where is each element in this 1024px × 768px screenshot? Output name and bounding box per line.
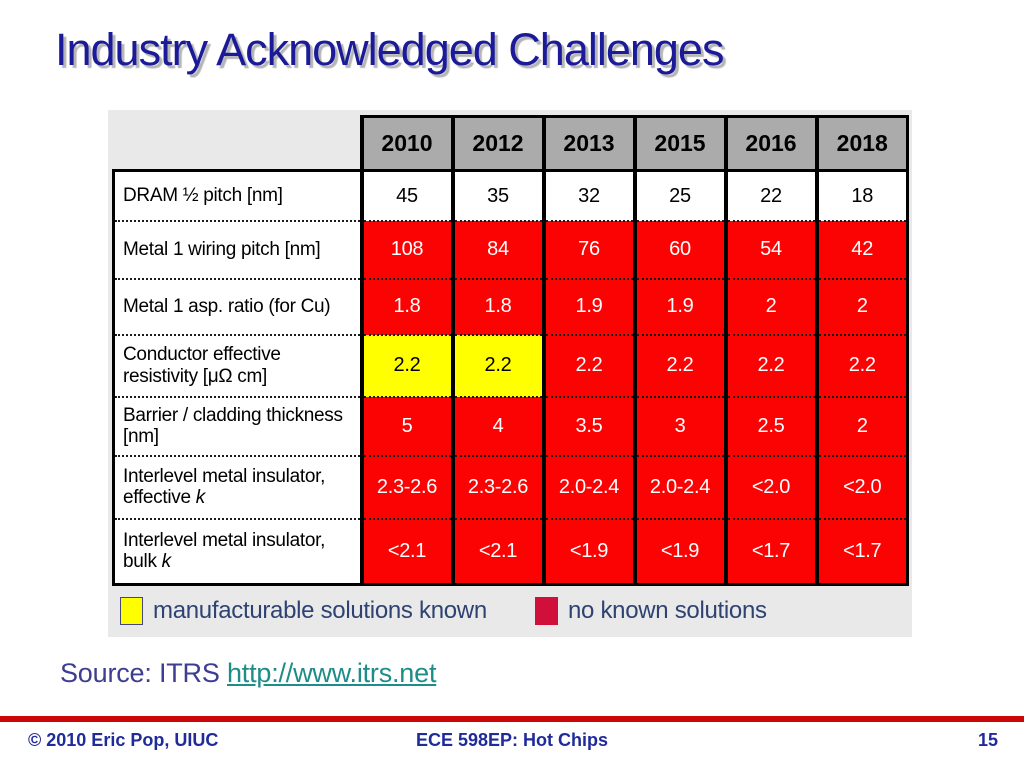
- page-title: Industry Acknowledged Challenges: [55, 24, 724, 75]
- itrs-table-panel: 2010 2012 2013 2015 2016 2018 DRAM ½ pitch [n…: [108, 110, 912, 637]
- row-label: Interlevel metal insulator, effective k: [112, 454, 364, 519]
- row-label: Metal 1 asp. ratio (for Cu): [112, 277, 364, 335]
- table-cell: 2.3-2.6: [450, 454, 546, 519]
- table-cell: <1.9: [541, 517, 637, 586]
- source-link[interactable]: http://www.itrs.net: [226, 658, 437, 688]
- table-cell: 2.2: [814, 333, 909, 397]
- table-row: Conductor effective resistivity [μΩ cm] 2…: [112, 333, 909, 397]
- table-cell: 76: [541, 219, 637, 279]
- table-cell: 1.8: [359, 277, 455, 335]
- table-row: Interlevel metal insulator, bulk k <2.1 <2…: [112, 517, 909, 586]
- table-cell: 3.5: [541, 395, 637, 456]
- year-column-header: 2016: [723, 115, 818, 172]
- table-cell: 108: [359, 219, 455, 279]
- table-cell: 35: [450, 169, 546, 221]
- table-corner-cell: [114, 117, 362, 171]
- legend-label: manufacturable solutions known: [153, 597, 487, 624]
- table-cell: 1.9: [541, 277, 637, 335]
- footer-rule: [0, 716, 1024, 722]
- table-cell: <1.7: [723, 517, 819, 586]
- table-cell: 1.8: [450, 277, 546, 335]
- table-cell: 32: [541, 169, 637, 221]
- table-cell: 42: [814, 219, 909, 279]
- table-cell: 54: [723, 219, 819, 279]
- legend-item: no known solutions: [535, 597, 767, 625]
- year-column-header: 2015: [632, 115, 727, 172]
- footer-copyright: © 2010 Eric Pop, UIUC: [28, 730, 219, 750]
- table-cell: 2.3-2.6: [359, 454, 455, 519]
- red-swatch-icon: [535, 597, 558, 625]
- table-header-row: 2010 2012 2013 2015 2016 2018: [114, 115, 909, 172]
- table-cell: 2.2: [723, 333, 819, 397]
- table-cell: <2.0: [814, 454, 909, 519]
- table-cell: <2.1: [359, 517, 455, 586]
- table-row: Metal 1 wiring pitch [nm] 108 84 76 60 54 42: [112, 219, 909, 279]
- table-cell: 2: [814, 395, 909, 456]
- footer: © 2010 Eric Pop, UIUC ECE 598EP: Hot Chi…: [0, 727, 1024, 753]
- year-column-header: 2010: [359, 115, 454, 172]
- table-row: Metal 1 asp. ratio (for Cu) 1.8 1.8 1.9 1.9 2…: [112, 277, 909, 335]
- row-label: Metal 1 wiring pitch [nm]: [112, 219, 364, 279]
- table-cell: 2: [814, 277, 909, 335]
- legend-label: no known solutions: [568, 597, 767, 624]
- table-cell: 2.2: [541, 333, 637, 397]
- legend: manufacturable solutions known no known s…: [108, 597, 912, 631]
- table-cell: 3: [632, 395, 728, 456]
- row-label: DRAM ½ pitch [nm]: [112, 169, 364, 221]
- table-cell: 4: [450, 395, 546, 456]
- table-cell: <2.0: [723, 454, 819, 519]
- table-row: Barrier / cladding thickness [nm] 5 4 3.5 3 2…: [112, 395, 909, 456]
- legend-item: manufacturable solutions known: [120, 597, 487, 625]
- table-cell: 2: [723, 277, 819, 335]
- source-line: Source: ITRS http://www.itrs.net: [60, 658, 436, 689]
- row-label: Conductor effective resistivity [μΩ cm]: [112, 333, 364, 397]
- year-column-header: 2013: [541, 115, 636, 172]
- table-cell: <1.7: [814, 517, 909, 586]
- source-label: Source: ITRS: [60, 658, 220, 688]
- yellow-swatch-icon: [120, 597, 143, 625]
- table-cell: 2.2: [359, 333, 455, 397]
- table-cell: 22: [723, 169, 819, 221]
- table-cell: 2.2: [450, 333, 546, 397]
- table-cell: 60: [632, 219, 728, 279]
- table-cell: 5: [359, 395, 455, 456]
- table-cell: 2.2: [632, 333, 728, 397]
- table-cell: 25: [632, 169, 728, 221]
- table-cell: 2.0-2.4: [541, 454, 637, 519]
- table-cell: 2.5: [723, 395, 819, 456]
- footer-page-number: 15: [977, 730, 998, 750]
- row-label: Barrier / cladding thickness [nm]: [112, 395, 364, 456]
- table-cell: 2.0-2.4: [632, 454, 728, 519]
- year-column-header: 2012: [450, 115, 545, 172]
- table-cell: 45: [359, 169, 455, 221]
- table-cell: <2.1: [450, 517, 546, 586]
- table-cell: 84: [450, 219, 546, 279]
- itrs-roadmap-table: 2010 2012 2013 2015 2016 2018 DRAM ½ pitch [n…: [112, 115, 909, 586]
- year-column-header: 2018: [814, 115, 909, 172]
- table-cell: <1.9: [632, 517, 728, 586]
- row-label: Interlevel metal insulator, bulk k: [112, 517, 364, 586]
- table-cell: 18: [814, 169, 909, 221]
- table-cell: 1.9: [632, 277, 728, 335]
- table-row: DRAM ½ pitch [nm] 45 35 32 25 22 18: [112, 169, 909, 221]
- footer-course: ECE 598EP: Hot Chips: [415, 730, 609, 750]
